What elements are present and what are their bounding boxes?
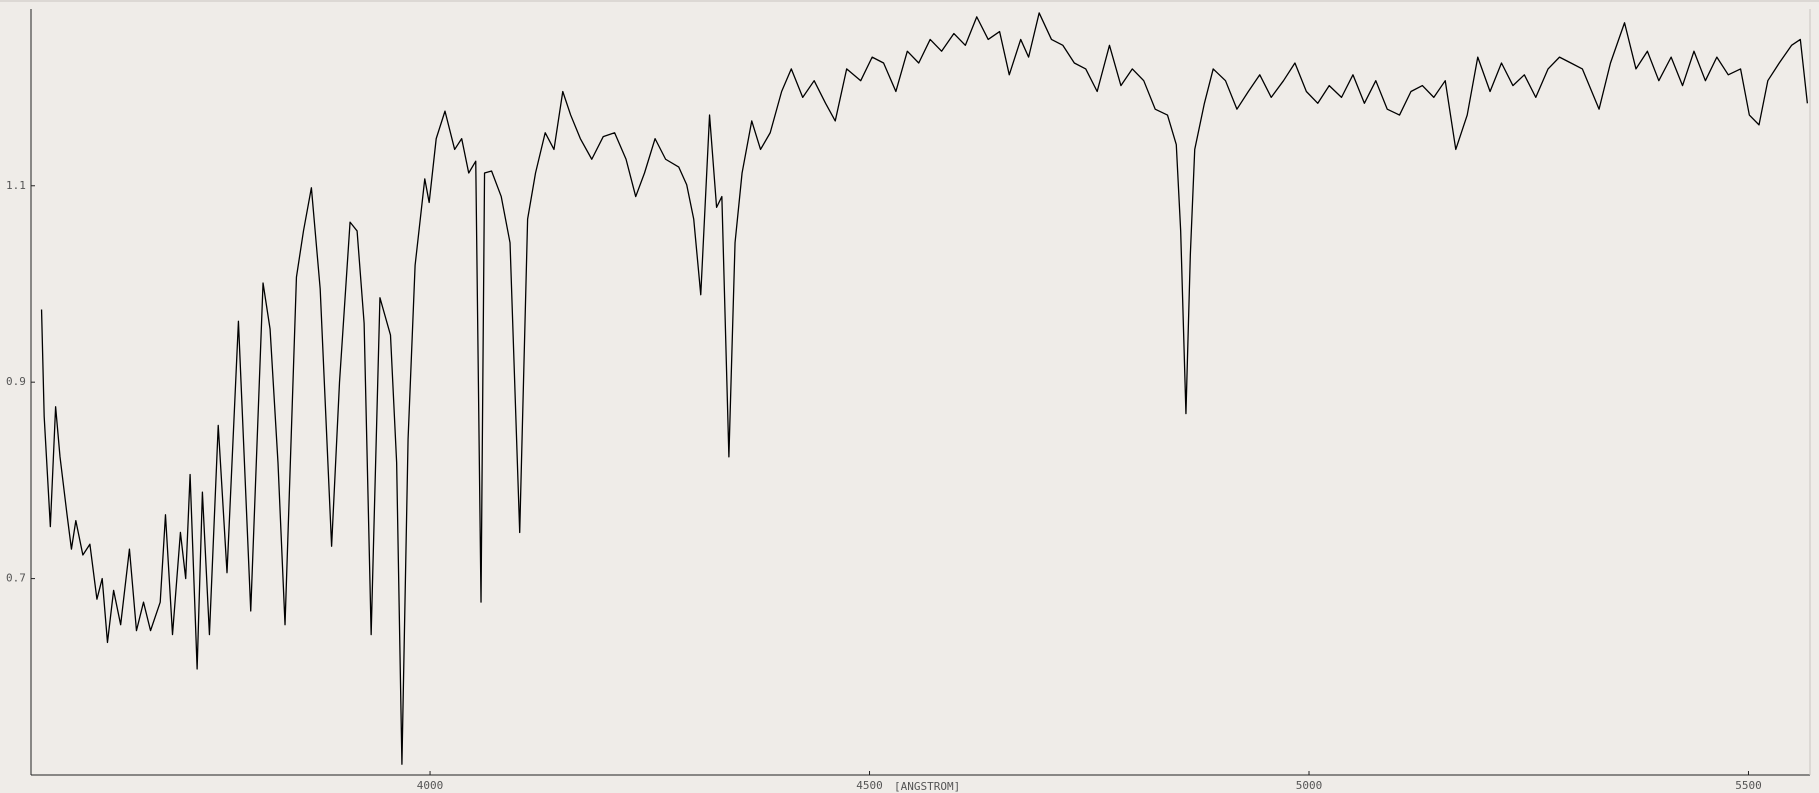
x-tick-label: 5500 [1735,779,1762,792]
y-tick-label: 0.7 [6,572,26,585]
spectrum-line [40,12,1809,765]
x-axis-label: [ANGSTROM] [894,780,960,793]
x-tick-label: 4000 [417,779,444,792]
x-tick-label: 4500 [856,779,883,792]
x-tick-label: 5000 [1296,779,1323,792]
y-tick-label: 0.9 [6,375,26,388]
y-tick-label: 1.1 [6,179,26,192]
